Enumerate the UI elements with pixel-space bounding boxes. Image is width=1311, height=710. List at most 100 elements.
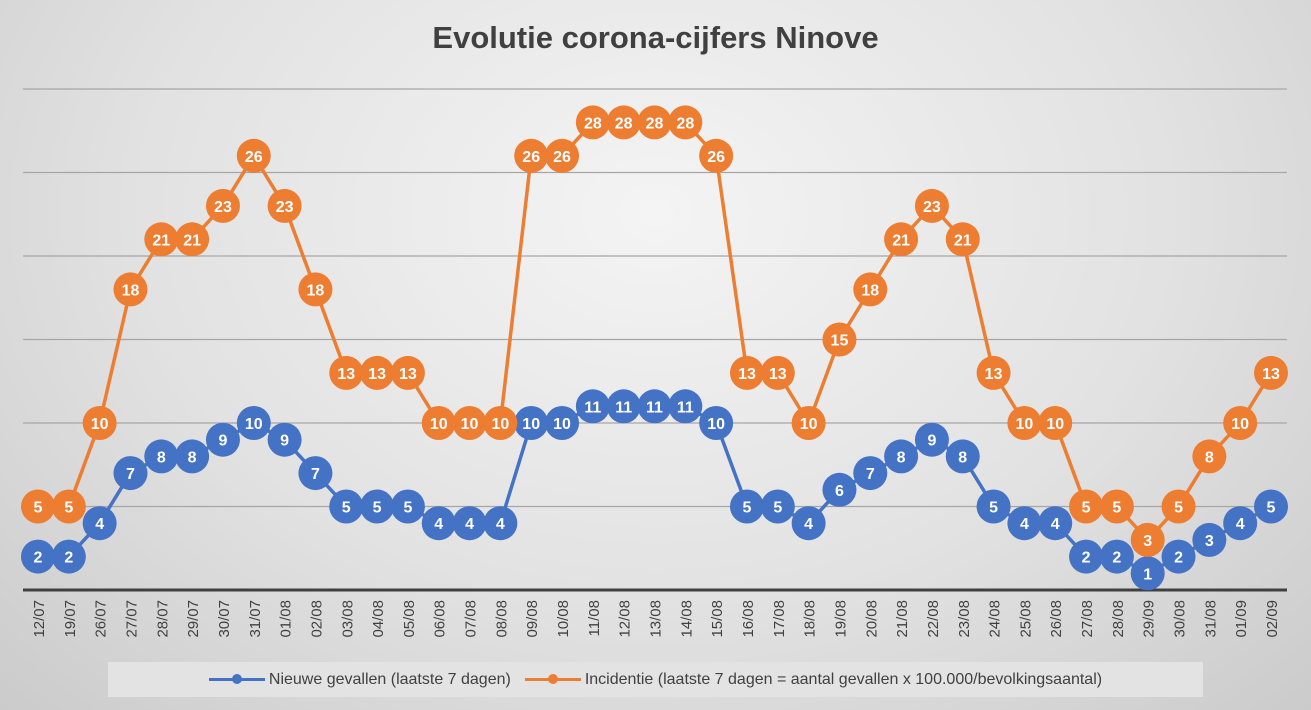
data-point (1069, 539, 1104, 574)
data-point (575, 389, 610, 424)
x-tick-label: 31/08 (1202, 600, 1219, 638)
data-point (1130, 522, 1165, 557)
x-tick-label: 15/08 (709, 600, 726, 638)
data-point (360, 355, 395, 390)
data-label: 18 (861, 282, 879, 299)
data-point (1161, 489, 1196, 524)
x-tick-label: 26/07 (93, 600, 110, 638)
data-label: 4 (95, 516, 104, 533)
data-label: 10 (491, 416, 509, 433)
x-tick-label: 27/07 (123, 600, 140, 638)
x-tick-label: 07/08 (463, 600, 480, 638)
data-point (914, 188, 949, 223)
data-point (545, 406, 580, 440)
data-label: 4 (1051, 516, 1060, 533)
data-point (1069, 489, 1104, 524)
data-label: 15 (831, 333, 849, 350)
data-point (1223, 506, 1258, 541)
x-tick-label: 05/08 (401, 600, 418, 638)
legend-label: Nieuwe gevallen (laatste 7 dagen) (268, 670, 511, 688)
data-label: 13 (769, 366, 787, 383)
data-label: 5 (342, 500, 351, 517)
data-label: 5 (1112, 500, 1121, 517)
data-label: 2 (1082, 550, 1091, 567)
data-point (360, 489, 395, 524)
x-tick-label: 13/08 (648, 600, 665, 638)
x-tick-label: 24/08 (987, 600, 1004, 638)
data-label: 13 (1262, 366, 1280, 383)
x-tick-label: 12/07 (31, 600, 48, 638)
x-tick-label: 26/08 (1048, 600, 1065, 638)
data-label: 5 (989, 500, 998, 517)
data-point (390, 355, 425, 390)
data-label: 13 (985, 366, 1003, 383)
data-label: 2 (1112, 550, 1121, 567)
data-label: 2 (1174, 550, 1183, 567)
chart-title: Evolutie corona-cijfers Ninove (432, 20, 879, 55)
data-label: 10 (1231, 416, 1249, 433)
data-point (82, 406, 117, 440)
x-tick-label: 19/08 (832, 600, 849, 638)
data-point (668, 105, 703, 140)
data-point (668, 389, 703, 424)
data-point (144, 222, 179, 257)
data-label: 7 (866, 466, 875, 483)
x-tick-label: 09/08 (524, 600, 541, 638)
data-label: 11 (615, 399, 632, 416)
data-point (606, 105, 641, 140)
data-label: 10 (1016, 416, 1034, 433)
data-label: 7 (311, 466, 320, 483)
data-point (884, 222, 919, 257)
data-point (205, 422, 240, 457)
x-tick-label: 27/08 (1079, 600, 1096, 638)
data-point (1099, 489, 1134, 524)
data-point (760, 489, 795, 524)
data-point (699, 138, 734, 173)
data-point (483, 506, 518, 541)
data-point (452, 506, 487, 541)
data-point (1099, 539, 1134, 574)
data-label: 26 (707, 149, 725, 166)
data-label: 10 (707, 416, 725, 433)
x-tick-label: 28/07 (154, 600, 171, 638)
data-label: 11 (646, 399, 663, 416)
data-label: 4 (465, 516, 474, 533)
data-label: 10 (800, 416, 818, 433)
legend: Nieuwe gevallen (laatste 7 dagen) Incide… (108, 662, 1203, 697)
x-tick-label: 16/08 (740, 600, 757, 638)
data-label: 9 (218, 433, 227, 450)
data-point (760, 355, 795, 390)
data-point (606, 389, 641, 424)
data-label: 10 (461, 416, 479, 433)
data-label: 5 (403, 500, 412, 517)
data-label: 28 (676, 115, 694, 132)
legend-swatch-orange (524, 674, 581, 684)
data-point (637, 105, 672, 140)
data-point (514, 406, 549, 440)
data-label: 11 (584, 399, 601, 416)
data-label: 3 (1205, 533, 1214, 550)
data-point (1007, 506, 1042, 541)
x-tick-label: 30/08 (1172, 600, 1189, 638)
x-tick-label: 29/07 (185, 600, 202, 638)
x-tick-label: 19/07 (62, 600, 79, 638)
data-point (1192, 439, 1227, 474)
x-tick-label: 04/08 (370, 600, 387, 638)
data-point (21, 539, 55, 574)
data-point (267, 422, 302, 457)
data-label: 5 (743, 500, 752, 517)
data-label: 4 (496, 516, 505, 533)
data-point (637, 389, 672, 424)
data-label: 10 (245, 416, 263, 433)
x-tick-label: 22/08 (925, 600, 942, 638)
data-label: 8 (1205, 449, 1214, 466)
data-label: 26 (553, 149, 571, 166)
x-tick-label: 02/08 (308, 600, 325, 638)
data-label: 2 (64, 550, 73, 567)
x-tick-label: 29/09 (1141, 600, 1158, 638)
data-label: 5 (373, 500, 382, 517)
data-label: 23 (276, 199, 294, 216)
data-label: 11 (677, 399, 694, 416)
x-tick-label: 12/08 (617, 600, 634, 638)
data-label: 13 (738, 366, 756, 383)
